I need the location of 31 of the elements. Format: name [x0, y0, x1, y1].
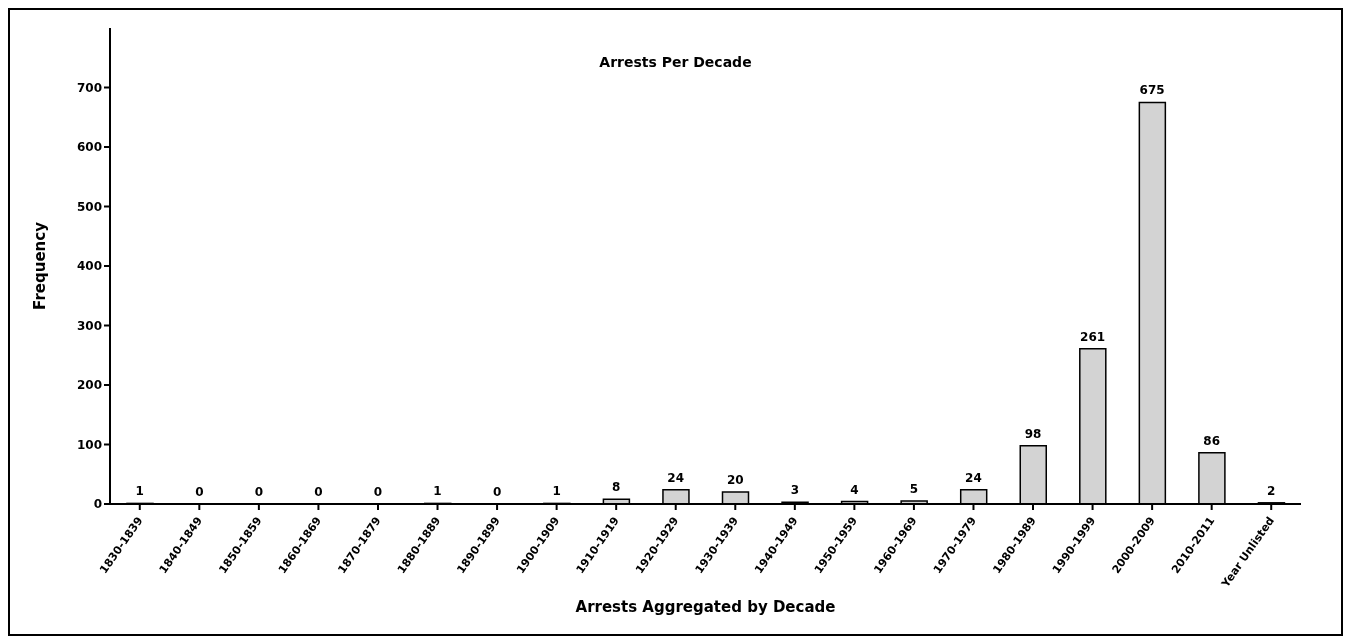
data-label: 2 — [1267, 483, 1276, 498]
y-tick-label: 700 — [76, 80, 102, 95]
data-label: 675 — [1139, 83, 1165, 98]
data-label: 0 — [195, 485, 204, 499]
data-label: 1 — [135, 484, 144, 499]
data-label: 98 — [1024, 426, 1042, 441]
data-label: 4 — [850, 482, 859, 497]
data-label: 8 — [612, 480, 621, 495]
data-label: 0 — [373, 485, 383, 499]
y-tick-label: 300 — [76, 318, 102, 333]
y-tick-label: 500 — [76, 199, 102, 214]
x-axis-title: Arrests Aggregated by Decade — [575, 598, 836, 616]
data-label: 261 — [1080, 329, 1106, 344]
y-tick-label: 400 — [76, 259, 102, 274]
y-tick-label: 600 — [76, 140, 102, 155]
data-label: 3 — [790, 483, 799, 498]
data-label: 24 — [667, 470, 685, 485]
data-label: 20 — [726, 473, 744, 488]
data-label: 0 — [254, 485, 264, 499]
data-label: 86 — [1203, 433, 1221, 448]
data-label: 5 — [909, 482, 919, 497]
y-tick-label: 0 — [93, 497, 102, 512]
data-label: 0 — [314, 485, 323, 499]
data-label: 24 — [965, 470, 982, 485]
y-axis-title: Frequency — [31, 221, 50, 310]
y-tick-label: 100 — [76, 437, 102, 452]
data-label: 1 — [552, 484, 561, 499]
data-label: 1 — [433, 484, 442, 499]
data-label: 0 — [492, 485, 502, 499]
y-tick-label: 200 — [76, 378, 102, 393]
text: Arrests Per Decade — [598, 54, 753, 70]
